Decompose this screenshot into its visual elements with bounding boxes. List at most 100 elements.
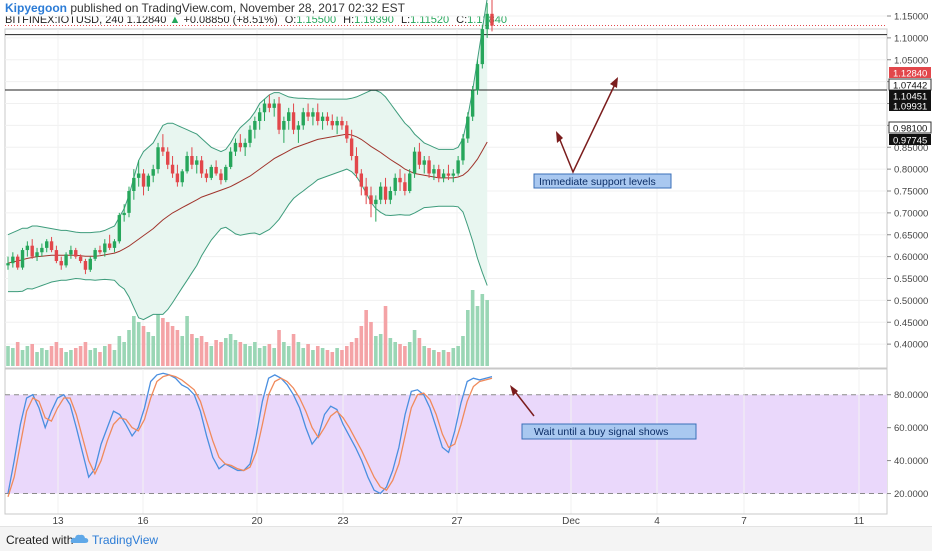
created-with-text: Created with (6, 533, 74, 547)
volume-bar (248, 346, 252, 366)
price-change: +0.08850 (+8.51%) (183, 14, 278, 26)
candle-body (475, 64, 480, 91)
chart-canvas[interactable]: 1.200001.150001.100001.050001.000000.950… (0, 0, 932, 526)
volume-bar (69, 350, 73, 366)
volume-bar (20, 350, 25, 366)
volume-bar (25, 346, 30, 366)
volume-bar (190, 334, 194, 366)
candle-body (446, 173, 451, 176)
volume-bar (349, 342, 354, 366)
candle-body (146, 175, 151, 187)
candle-body (485, 13, 489, 30)
volume-bar (398, 344, 402, 366)
candle-body (190, 156, 194, 165)
support-level-lines[interactable] (5, 24, 887, 91)
volume-bar (315, 346, 320, 366)
last-price: 1.12840 (126, 14, 167, 26)
candle-body (103, 243, 107, 253)
buy-signal-note-text: Wait until a buy signal shows (534, 426, 668, 438)
stochastic-tick-label: 80.0000 (894, 390, 928, 401)
volume-bar (11, 348, 15, 366)
price-axis[interactable]: 1.200001.150001.100001.050001.000000.950… (887, 0, 928, 351)
support-note-text: Immediate support levels (539, 176, 656, 188)
candle-body (320, 116, 325, 121)
tradingview-cloud-icon[interactable] (70, 532, 90, 546)
price-tag-box (889, 100, 931, 111)
support-note-box (533, 173, 672, 189)
volume-bar (161, 318, 165, 366)
candle-body (122, 212, 126, 216)
candle-body (335, 121, 339, 126)
candle-body (228, 151, 233, 167)
time-tick-label: 11 (854, 516, 865, 526)
header-line-ohlc: BITFINEX:IOTUSD, 240 1.12840 ▲ +0.08850 … (5, 14, 507, 26)
candle-body (412, 151, 417, 174)
high-value: 1.19390 (354, 14, 394, 26)
candlesticks[interactable] (6, 0, 494, 275)
candle-body (461, 138, 465, 161)
support-arrow-head-left (556, 131, 563, 143)
volume-bar (311, 350, 315, 366)
volume-bar (446, 352, 451, 366)
candle-body (287, 112, 291, 121)
volume-bar (388, 338, 393, 366)
candle-body (408, 173, 412, 191)
up-triangle-icon: ▲ (169, 14, 181, 26)
price-tick-label: 0.70000 (894, 208, 928, 219)
candle-body (470, 90, 475, 117)
volume-bar (480, 294, 485, 366)
volume-bar (286, 346, 291, 366)
price-tick-label: 1.20000 (894, 0, 928, 1)
volume-bar (44, 350, 49, 366)
stochastic-axis[interactable]: 80.0000 60.0000 40.0000 20.0000 (887, 390, 928, 500)
author-name[interactable]: Kipyegoon (5, 1, 67, 15)
volume-bar (49, 346, 54, 366)
volume-bar (262, 346, 267, 366)
price-tag-box (888, 121, 932, 134)
candle-body (456, 160, 460, 174)
candle-body (141, 173, 146, 187)
volume-bar (88, 350, 93, 366)
candle-body (170, 164, 175, 174)
candle-body (54, 250, 59, 261)
candle-body (11, 256, 15, 264)
candle-body (83, 261, 88, 270)
bollinger-lower-line (8, 168, 488, 321)
candle-body (262, 103, 267, 113)
time-axis[interactable]: 13 16 20 23 27 Dec 4 7 11 (5, 513, 887, 526)
volume-bar (320, 348, 325, 366)
volume-bar (466, 310, 470, 366)
volume-bar (165, 322, 170, 366)
volume-bar (291, 334, 296, 366)
volume-bar (103, 346, 107, 366)
volume-bar (296, 342, 301, 366)
candle-body (291, 112, 296, 130)
volume-bar (127, 330, 131, 366)
bollinger-fill (8, 0, 488, 320)
candle-body (451, 173, 455, 176)
candle-body (69, 250, 73, 255)
candle-body (432, 169, 436, 174)
tradingview-brand[interactable]: TradingView (92, 533, 159, 547)
volume-bar (330, 352, 335, 366)
published-text: published on TradingView.com, November 2… (70, 1, 405, 15)
candle-body (378, 186, 383, 200)
candle-body (132, 177, 136, 191)
volume-bar (436, 352, 441, 366)
volume-bar (59, 348, 64, 366)
time-tick-label: 13 (52, 516, 64, 526)
annotations[interactable]: Immediate support levels Wait until a buy… (510, 77, 697, 440)
volume-bar (378, 334, 383, 366)
candle-body (359, 173, 364, 187)
candle-body (345, 125, 349, 139)
candle-body (388, 191, 393, 200)
price-tag-label: 0.98100 (893, 123, 927, 134)
volume-bar (194, 338, 199, 366)
candle-body (296, 125, 301, 130)
candle-body (422, 160, 426, 165)
stochastic-band-fill (5, 394, 887, 494)
candle-body (185, 156, 189, 172)
volume-bar (175, 330, 180, 366)
stochastic-line-k (7, 372, 493, 495)
candle-body (49, 241, 54, 251)
